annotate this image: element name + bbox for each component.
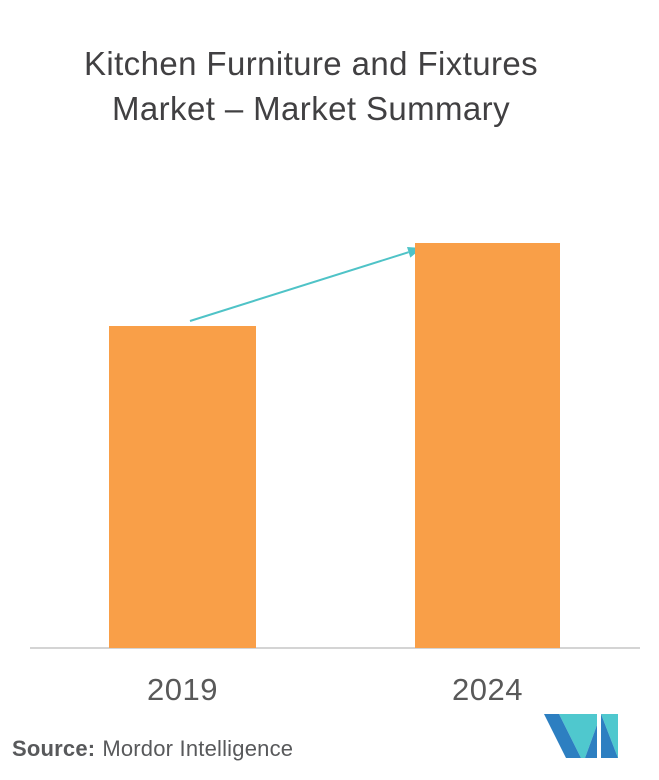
- chart-title: Kitchen Furniture and Fixtures Market – …: [0, 41, 622, 131]
- chart-title-line-1: Kitchen Furniture and Fixtures: [83, 45, 539, 82]
- x-axis-label-2024: 2024: [452, 672, 523, 707]
- bar-2024: [415, 243, 560, 648]
- mordor-intelligence-logo-icon: [544, 714, 618, 758]
- axis-baseline: [30, 647, 640, 649]
- source-name: Mordor Intelligence: [102, 736, 294, 761]
- source-line: Source: Mordor Intelligence: [12, 736, 293, 762]
- chart-title-line-2: Market – Market Summary: [112, 90, 510, 127]
- bar-2019: [109, 326, 256, 648]
- source-label: Source:: [12, 736, 96, 761]
- x-axis-label-2019: 2019: [147, 672, 218, 707]
